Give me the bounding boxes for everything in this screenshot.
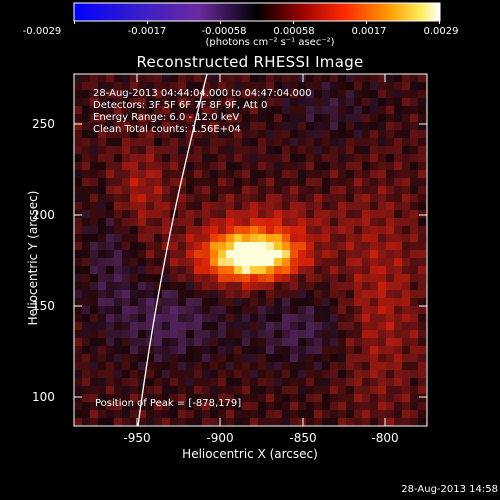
- plot-frame: [73, 73, 428, 427]
- timestamp-footer: 28-Aug-2013 14:58: [401, 484, 498, 495]
- x-tick-label: -850: [289, 431, 317, 445]
- solar-limb-line: [137, 74, 208, 426]
- colorbar-tick-label: 0.00058: [273, 26, 315, 37]
- x-axis-label: Heliocentric X (arcsec): [182, 447, 318, 461]
- colorbar-tick-label: -0.0029: [22, 26, 62, 37]
- colorbar: [74, 3, 440, 21]
- x-tick-label: -900: [206, 431, 234, 445]
- y-tick-label: 150: [32, 299, 55, 313]
- y-tick-label: 250: [32, 117, 55, 131]
- colorbar-units: (photons cm⁻² s⁻¹ asec⁻²): [205, 37, 335, 48]
- peak-position-label: Position of Peak = [-878,179]: [95, 398, 242, 409]
- info-clean-counts: Clean Total counts: 1.56E+04: [93, 124, 241, 135]
- x-tick-label: -800: [371, 431, 399, 445]
- colorbar-tick-label: 0.0029: [423, 26, 459, 37]
- x-axis-ticks: [136, 74, 386, 426]
- image-title: Reconstructed RHESSI Image: [136, 53, 364, 71]
- info-detectors: Detectors: 3F 5F 6F 7F 8F 9F, Att 0: [93, 100, 268, 111]
- y-axis-label: Heliocentric Y (arcsec): [26, 190, 40, 326]
- y-axis-ticks: [74, 123, 427, 398]
- colorbar-ticks: [74, 21, 440, 24]
- y-tick-label: 200: [32, 208, 55, 222]
- y-tick-label: 100: [32, 390, 55, 404]
- rhessi-image-pixels: [74, 74, 427, 426]
- colorbar-tick-label: -0.0017: [127, 26, 167, 37]
- x-tick-label: -950: [123, 431, 151, 445]
- info-time-range: 28-Aug-2013 04:44:04.000 to 04:47:04.000: [93, 88, 312, 99]
- colorbar-tick-label: -0.00058: [201, 26, 247, 37]
- colorbar-tick-label: 0.0017: [351, 26, 387, 37]
- info-energy-range: Energy Range: 6.0 - 12.0 keV: [93, 112, 240, 123]
